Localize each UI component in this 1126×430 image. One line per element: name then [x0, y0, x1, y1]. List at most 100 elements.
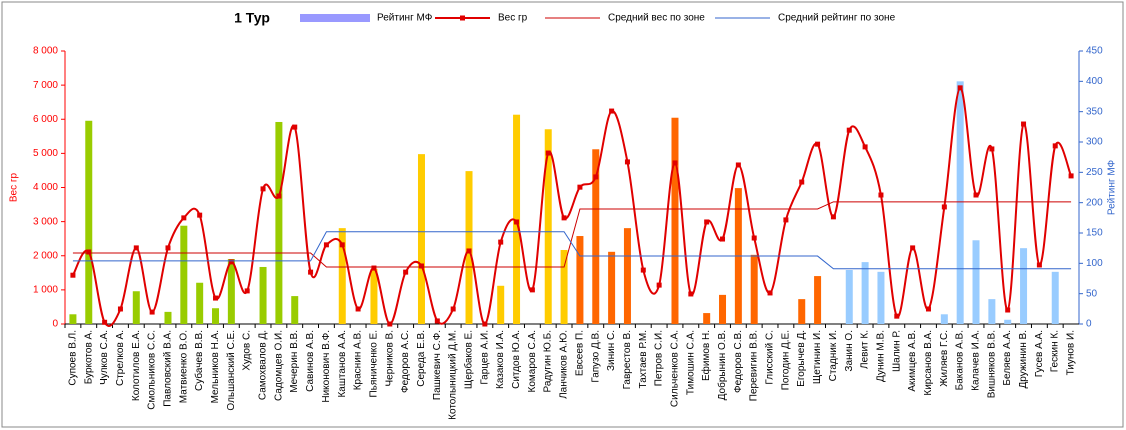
marker — [165, 245, 171, 251]
marker — [482, 321, 488, 327]
bar — [275, 121, 283, 324]
x-tick-label: Егорычев Д. — [796, 330, 807, 387]
x-tick-label: Ситдов Ю.А. — [511, 330, 522, 389]
x-tick-label: Баканов А.В. — [955, 330, 966, 390]
marker — [292, 124, 298, 130]
marker — [197, 212, 203, 218]
x-tick-label: Стадник И. — [828, 330, 839, 381]
legend-label: Вес гр — [498, 13, 528, 24]
x-tick-label: Гаврестов В. — [622, 330, 633, 389]
y2-tick-label: 350 — [1086, 106, 1103, 117]
line — [72, 231, 1072, 270]
x-tick-label: Перевигин В.В. — [749, 330, 760, 401]
x-tick-label: Гарцев А.И. — [479, 330, 490, 385]
chart-title: 1 Тур — [234, 10, 270, 26]
legend-marker — [460, 15, 465, 21]
marker — [260, 186, 266, 192]
x-tick-label: Середа Е.В. — [416, 330, 427, 387]
marker — [735, 162, 741, 168]
x-tick-label: Беляев А.А. — [1002, 330, 1013, 386]
marker — [704, 219, 710, 225]
marker — [86, 249, 92, 255]
y-tick-label: 4 000 — [33, 182, 58, 193]
x-tick-label: Самохвалов Д. — [258, 330, 269, 400]
y-tick-label: 0 — [52, 319, 58, 330]
marker — [308, 269, 314, 275]
marker — [910, 245, 916, 251]
marker — [1052, 143, 1058, 149]
marker — [244, 288, 250, 294]
marker — [878, 192, 884, 198]
x-tick-label: Колотилов Е.А. — [131, 330, 142, 401]
x-tick-label: Комаров С.А. — [527, 330, 538, 393]
y2-tick-label: 100 — [1086, 258, 1103, 269]
x-tick-label: Котолыницкий Д.М. — [448, 330, 459, 420]
y2-tick-label: 200 — [1086, 197, 1103, 208]
x-tick-label: Шалин Р. — [891, 330, 902, 372]
bar — [69, 314, 77, 324]
marker — [720, 236, 726, 242]
marker — [371, 265, 377, 271]
marker — [862, 144, 868, 150]
x-tick-label: Мечерин В.В. — [289, 330, 300, 393]
bar — [608, 251, 616, 324]
x-tick-label: Занин О. — [844, 330, 855, 372]
x-tick-label: Сильченков С.А. — [669, 330, 680, 407]
x-tick-label: Матвиенко В.О. — [178, 330, 189, 403]
marker — [418, 263, 424, 269]
bar — [861, 262, 869, 324]
x-tick-label: Радугин Ю.Б. — [543, 330, 554, 393]
marker — [434, 318, 440, 324]
y2-axis-label: Рейтинг МФ — [1107, 159, 1118, 215]
bar — [877, 271, 885, 324]
bar — [338, 228, 346, 324]
x-tick-label: Каштанов А.А. — [337, 330, 348, 398]
bar — [576, 236, 584, 324]
y2-tick-label: 250 — [1086, 167, 1103, 178]
x-tick-label: Пьяниченко Е. — [368, 330, 379, 398]
marker — [973, 192, 979, 198]
y2-tick-label: 50 — [1086, 288, 1098, 299]
marker — [989, 146, 995, 152]
marker — [387, 321, 393, 327]
x-tick-label: Пашкевич С.Ф. — [432, 330, 443, 400]
marker — [228, 259, 234, 265]
x-tick-label: Смольников С.С. — [147, 330, 158, 410]
legend-swatch — [300, 14, 370, 22]
x-tick-label: Субачев В.В. — [193, 330, 205, 391]
bar — [560, 249, 568, 324]
x-tick-label: Чулков С.А. — [99, 330, 110, 385]
bar — [259, 266, 267, 324]
bar — [212, 308, 220, 324]
x-tick-label: Федоров С.В. — [733, 330, 744, 393]
marker — [957, 85, 963, 91]
bar — [592, 149, 600, 324]
y-tick-label: 7 000 — [33, 80, 58, 91]
legend-label: Средний рейтинг по зоне — [778, 13, 896, 24]
x-tick-label: Добрынин О.В. — [716, 330, 728, 400]
x-tick-label: Тиунов И. — [1066, 330, 1077, 375]
line — [72, 201, 1072, 268]
bar — [972, 240, 980, 324]
y-tick-label: 6 000 — [33, 114, 58, 125]
y2-tick-label: 450 — [1086, 46, 1103, 57]
y2-tick-label: 0 — [1086, 319, 1092, 330]
bar — [940, 314, 948, 324]
marker — [133, 245, 139, 251]
x-tick-label: Федоров А.С. — [400, 330, 411, 393]
x-tick-label: Щетинин И. — [812, 330, 823, 384]
marker — [751, 235, 757, 241]
x-tick-label: Кирсанов В.А. — [923, 330, 934, 396]
marker — [783, 217, 789, 223]
bar — [164, 311, 172, 324]
x-tick-label: Жиляев Г.С. — [939, 330, 950, 387]
marker — [688, 291, 694, 297]
marker — [276, 193, 282, 199]
bar — [1051, 271, 1059, 324]
marker — [815, 141, 821, 147]
marker — [767, 290, 773, 296]
bar — [671, 117, 679, 324]
x-tick-label: Краснин А.В. — [353, 330, 364, 390]
x-tick-label: Гусев А.А. — [1034, 330, 1045, 377]
